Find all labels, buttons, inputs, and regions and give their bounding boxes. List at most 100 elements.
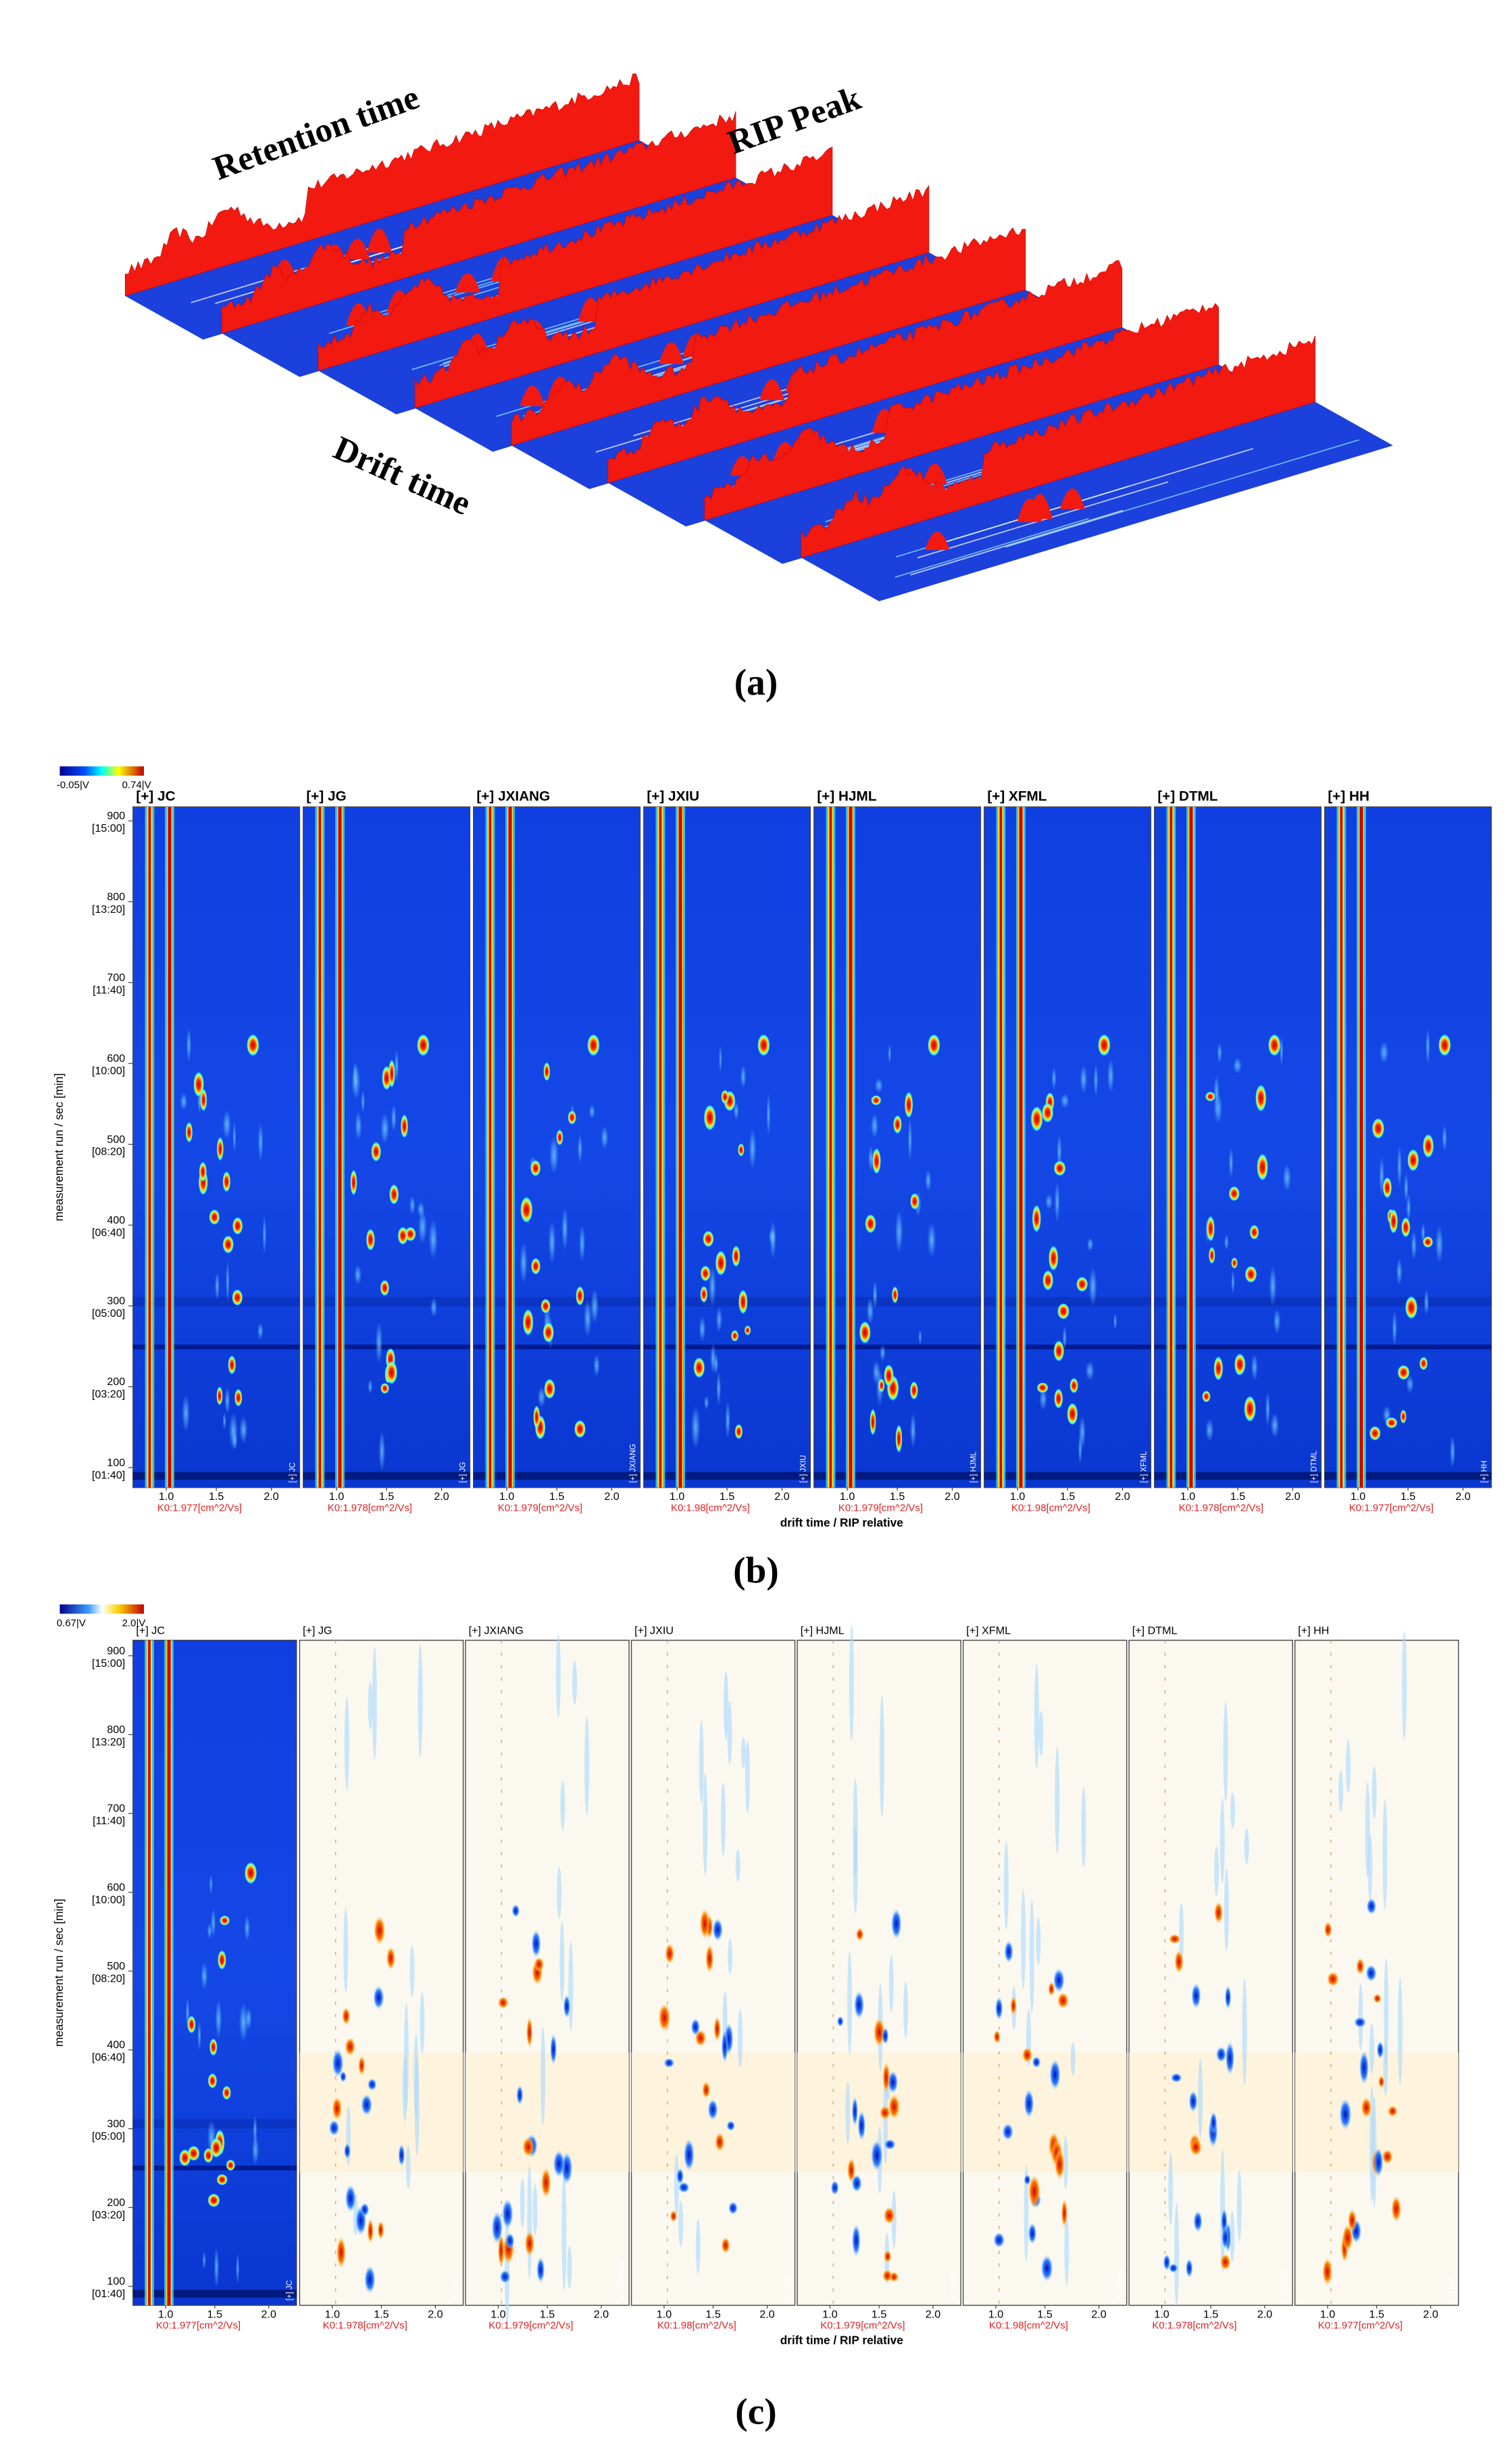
signal-spot [734,1424,743,1439]
signal-spot [871,1095,882,1105]
sample-panel: [+] JC [+] JC 1.0 1.5 2.0 K0:1.977[cm^2/Vs] [132,788,301,1513]
signal-spot [703,1105,716,1131]
faint-streak [402,2057,407,2122]
x-tick-label: 2.0 [1455,1490,1470,1503]
y-tick-time: [08:20] [92,1972,125,1984]
rip-line [659,807,662,1488]
signal-spot [583,1299,592,1338]
faint-streak [1382,1799,1388,1909]
difference-spot [1053,1968,1065,1992]
panel-background [1154,806,1322,1488]
difference-spot [531,1930,541,1958]
difference-spot [360,2203,370,2217]
difference-spot [1057,1992,1069,2009]
signal-spot [215,1999,222,2038]
difference-spot [345,2037,356,2056]
panel-background [962,1639,1128,2306]
sample-panel: [+] HJML [+] HJML 1.0 1.5 2.0 K0:1.979[cm^2/V… [797,1624,961,2332]
difference-spot [1188,2090,1198,2113]
y-tick-time: [15:00] [92,822,125,834]
difference-spot [332,2097,343,2121]
signal-spot [1435,1225,1444,1263]
dark-band [303,1345,470,1350]
faint-streak [560,1780,565,1830]
signal-spot [1401,1217,1411,1238]
difference-spot [1221,2226,1230,2250]
difference-spot [336,2236,347,2269]
faint-streak [695,2219,701,2274]
signal-spot [874,1078,884,1093]
faint-streak [735,1849,740,1882]
dark-band [813,1472,981,1480]
difference-spot [1185,2258,1193,2278]
signal-spot [1113,1313,1117,1330]
faint-streak [372,1647,377,1760]
faint-streak [1224,1868,1229,1952]
drift-time-label: Drift time [328,428,477,522]
faint-streak [368,1682,373,1730]
x-tick-label: 1.0 [490,2309,505,2321]
difference-spot [499,2269,511,2284]
y-tick-time: [05:00] [92,1307,125,1320]
difference-spot [398,2144,405,2167]
peak-hump [922,463,948,484]
signal-spot [576,1286,584,1306]
faint-streak [1230,1792,1235,1828]
difference-spot [345,2184,357,2213]
spectrum-plane [801,401,1393,601]
signal-spot [733,1101,739,1120]
difference-spot [855,1928,864,1941]
panel-background [299,1639,464,2306]
difference-spot [540,2167,551,2199]
signal-spot [895,1424,903,1453]
signal-spot [1423,1289,1430,1316]
signal-spot [368,1379,373,1395]
signal-spot [355,1111,362,1140]
difference-spot [516,2085,524,2105]
faint-band [1129,2052,1293,2173]
difference-spot [1322,2257,1333,2286]
signal-spot [251,2134,259,2165]
plane-streak [894,518,1089,578]
peak-hump [924,531,950,551]
y-tick-time: [01:40] [92,1469,125,1481]
signal-spot [1209,1247,1215,1264]
faint-streak [567,2246,572,2288]
difference-spot [526,2016,533,2049]
panel-a-3d [124,73,1393,601]
difference-spot [1024,2089,1034,2118]
x-tick-label: 1.5 [1060,1490,1075,1503]
signal-spot [1217,1042,1222,1064]
dark-band [813,1297,981,1307]
faint-band [963,2052,1127,2173]
signal-spot [1273,1309,1281,1334]
faint-streak [540,2027,546,2126]
signal-spot [548,1220,556,1264]
signal-spot [1282,1164,1292,1192]
y-tick-label: 500 [107,1133,125,1145]
difference-spot [1174,1949,1184,1974]
difference-spot [358,2055,366,2076]
dark-band [303,1472,470,1480]
dark-band [813,1345,981,1350]
difference-spot [1209,2111,1217,2135]
difference-spot [1387,2105,1398,2117]
signal-spot [721,1090,729,1104]
rip-line [1340,807,1343,1488]
signal-spot [1049,1245,1059,1271]
difference-spot [665,1942,675,1965]
signal-spot [1042,1103,1054,1123]
faint-streak [674,2155,679,2216]
faint-streak [903,1981,909,2038]
y-tick-label: 300 [107,1295,125,1307]
x-tick-label: 2.0 [428,2309,443,2321]
y-axis-label: measurement run / sec [min] [52,1899,66,2047]
signal-spot [371,1142,382,1162]
signal-spot [253,2115,257,2146]
x-tick-label: 1.5 [379,1490,394,1503]
signal-spot [409,1195,415,1215]
signal-spot [1280,1036,1284,1067]
signal-spot [1233,1057,1242,1074]
signal-spot [244,1915,251,1942]
rip-ridge [801,335,1316,558]
